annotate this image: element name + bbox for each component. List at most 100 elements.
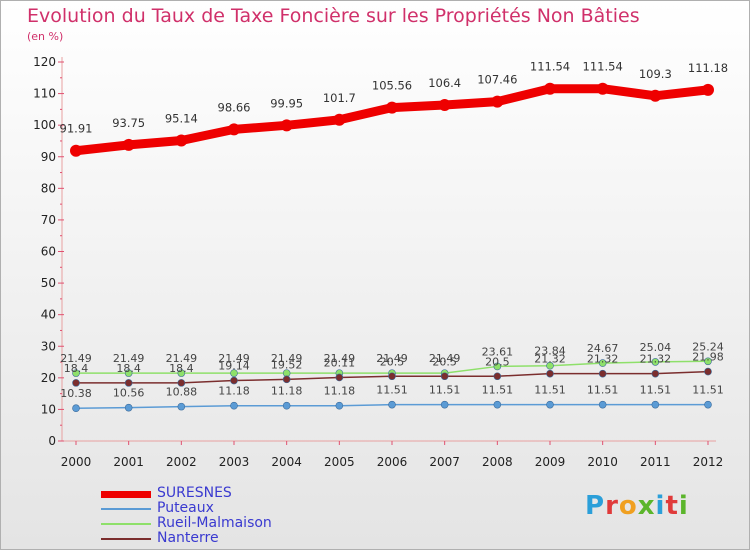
- data-point-puteaux: [493, 400, 502, 409]
- data-label-puteaux: 11.18: [218, 385, 250, 398]
- data-point-puteaux: [335, 401, 344, 410]
- data-label-suresnes: 98.66: [218, 100, 251, 114]
- x-tick-label: 2003: [219, 455, 250, 469]
- data-point-suresnes: [438, 98, 451, 111]
- data-point-suresnes: [175, 134, 188, 147]
- x-tick-label: 2006: [377, 455, 408, 469]
- data-point-nanterre: [177, 379, 186, 387]
- data-point-nanterre: [335, 373, 344, 382]
- legend-label-puteaux: Puteaux: [157, 500, 214, 516]
- data-label-nanterre: 20.5: [485, 355, 510, 368]
- data-label-rueil-malmaison: 21.49: [376, 352, 408, 365]
- data-label-puteaux: 11.51: [640, 384, 672, 397]
- data-label-puteaux: 11.51: [482, 384, 514, 397]
- data-point-suresnes: [544, 82, 556, 95]
- x-tick-label: 2012: [693, 455, 724, 469]
- data-label-suresnes: 99.95: [270, 96, 303, 110]
- y-tick-label: 70: [41, 213, 56, 227]
- x-tick-label: 2008: [482, 455, 513, 469]
- data-label-rueil-malmaison: 23.84: [534, 345, 566, 358]
- data-label-puteaux: 11.18: [271, 385, 303, 398]
- data-label-puteaux: 11.51: [376, 384, 408, 397]
- data-point-rueil-malmaison: [651, 358, 660, 366]
- data-point-rueil-malmaison: [546, 361, 554, 370]
- data-label-puteaux: 10.88: [166, 386, 198, 399]
- data-label-nanterre: 18.4: [116, 362, 141, 375]
- data-label-rueil-malmaison: 21.49: [324, 352, 356, 365]
- data-label-rueil-malmaison: 21.49: [271, 352, 303, 365]
- data-point-puteaux: [546, 400, 554, 409]
- data-point-puteaux: [388, 400, 396, 409]
- data-label-puteaux: 11.51: [692, 384, 724, 397]
- data-point-nanterre: [388, 372, 396, 381]
- data-label-suresnes: 93.75: [112, 116, 145, 130]
- x-tick-label: 2002: [166, 455, 197, 469]
- data-label-rueil-malmaison: 21.49: [218, 352, 250, 365]
- data-point-rueil-malmaison: [177, 369, 186, 377]
- x-tick-label: 2011: [640, 455, 671, 469]
- data-label-rueil-malmaison: 25.24: [692, 340, 724, 353]
- data-label-nanterre: 21.32: [587, 353, 619, 366]
- data-point-puteaux: [72, 404, 80, 413]
- data-label-rueil-malmaison: 21.49: [166, 352, 198, 365]
- data-point-rueil-malmaison: [124, 369, 133, 377]
- y-tick-label: 80: [41, 181, 56, 195]
- data-label-rueil-malmaison: 21.49: [113, 352, 145, 365]
- y-tick-label: 120: [33, 55, 56, 69]
- data-point-puteaux: [704, 400, 712, 409]
- data-point-suresnes: [491, 95, 504, 108]
- data-label-rueil-malmaison: 21.49: [429, 352, 461, 365]
- data-label-rueil-malmaison: 25.04: [640, 341, 672, 354]
- data-label-nanterre: 20.5: [432, 355, 457, 368]
- logo-letter: o: [618, 491, 638, 521]
- data-point-suresnes: [70, 144, 82, 157]
- data-label-puteaux: 11.51: [534, 384, 566, 397]
- y-tick-label: 50: [41, 276, 56, 290]
- data-point-rueil-malmaison: [72, 369, 80, 377]
- proxiti-logo: Proxiti: [585, 491, 689, 521]
- data-point-puteaux: [230, 401, 238, 410]
- data-point-nanterre: [546, 369, 554, 378]
- data-label-nanterre: 21.32: [534, 353, 566, 366]
- data-point-suresnes: [228, 123, 240, 136]
- data-point-rueil-malmaison: [598, 359, 607, 367]
- data-point-suresnes: [333, 113, 346, 126]
- logo-letter: P: [585, 491, 606, 521]
- data-label-puteaux: 11.51: [429, 384, 461, 397]
- data-point-suresnes: [596, 82, 609, 95]
- legend-swatch-rueil-malmaison: [101, 523, 151, 525]
- data-point-suresnes: [280, 119, 293, 132]
- y-tick-label: 30: [41, 339, 56, 353]
- logo-letter: r: [605, 491, 619, 521]
- y-tick-label: 20: [41, 371, 56, 385]
- data-point-rueil-malmaison: [230, 369, 238, 377]
- data-point-nanterre: [598, 369, 607, 378]
- data-label-nanterre: 21.32: [640, 353, 672, 366]
- data-point-suresnes: [702, 83, 714, 96]
- data-point-puteaux: [282, 401, 291, 410]
- y-tick-label: 90: [41, 150, 56, 164]
- data-point-nanterre: [230, 376, 238, 385]
- logo-letter: i: [655, 491, 666, 521]
- x-tick-label: 2000: [61, 455, 92, 469]
- data-label-suresnes: 106.4: [428, 76, 461, 90]
- data-point-puteaux: [598, 400, 607, 409]
- data-label-nanterre: 19.14: [218, 360, 250, 373]
- data-point-suresnes: [122, 138, 135, 151]
- y-tick-label: 60: [41, 245, 56, 259]
- data-point-rueil-malmaison: [704, 357, 712, 366]
- data-label-rueil-malmaison: 24.67: [587, 342, 619, 355]
- legend-label-suresnes: SURESNES: [157, 485, 232, 501]
- x-tick-label: 2005: [324, 455, 355, 469]
- data-label-puteaux: 11.51: [587, 384, 619, 397]
- data-label-nanterre: 19.52: [271, 358, 303, 371]
- data-point-nanterre: [282, 375, 291, 384]
- x-tick-label: 2007: [429, 455, 460, 469]
- data-label-suresnes: 109.3: [639, 67, 672, 81]
- legend-swatch-puteaux: [101, 508, 151, 510]
- x-tick-label: 2009: [535, 455, 566, 469]
- data-point-puteaux: [440, 400, 449, 409]
- x-tick-label: 2001: [113, 455, 144, 469]
- y-tick-label: 0: [48, 434, 56, 448]
